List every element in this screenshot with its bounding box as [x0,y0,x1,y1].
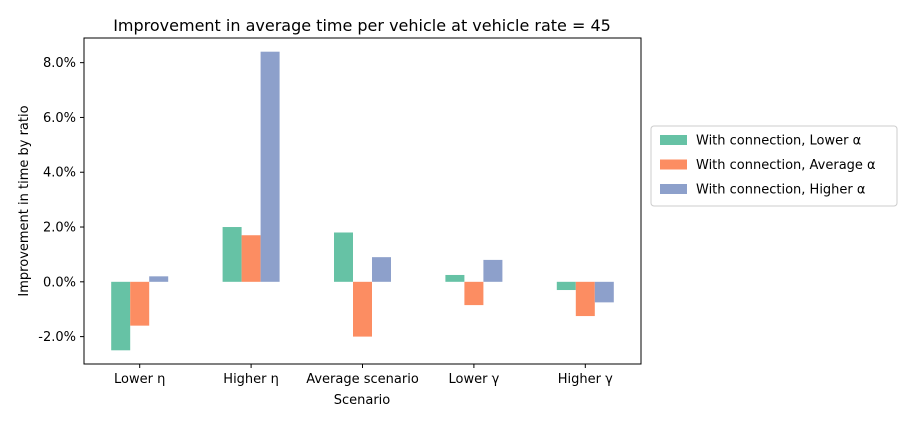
legend-label-3: With connection, Higher α [696,183,865,198]
y-tick-label: 4.0% [43,166,76,181]
legend-swatch-3 [660,184,687,194]
bar-series-1-category-2 [222,227,242,282]
y-axis-ticks: -2.0% 0.0% 2.0% 4.0% 6.0% 8.0% [38,56,84,345]
legend: With connection, Lower α With connection,… [650,125,898,207]
bar-series-2-category-1 [130,281,150,326]
bar-series-1-category-4 [445,274,465,282]
legend-frame [650,125,898,207]
y-axis-label: Improvement in time by ratio [17,105,32,296]
x-tick-label: Lower η [114,372,165,387]
chart-title: Improvement in average time per vehicle … [113,16,611,35]
x-tick-label: Lower γ [449,372,500,387]
legend-label-1: With connection, Lower α [696,134,861,149]
bar-series-3-category-1 [149,276,169,282]
y-tick-label: 8.0% [43,56,76,71]
y-tick-label: 2.0% [43,221,76,236]
legend-swatch-1 [660,135,687,145]
x-tick-label: Higher γ [558,372,613,387]
x-tick-label: Higher η [223,372,279,387]
legend-label-2: With connection, Average α [696,158,876,173]
x-tick-label: Average scenario [306,372,419,387]
bar-series-1-category-1 [111,281,131,351]
x-axis-label: Scenario [334,393,391,408]
bar-series-1-category-5 [556,281,576,291]
y-tick-label: 6.0% [43,111,76,126]
bar-series-1-category-3 [334,232,353,282]
y-tick-label: -2.0% [38,330,76,345]
bar-series-2-category-2 [241,235,261,282]
bar-series-2-category-3 [353,281,372,337]
bar-series-2-category-5 [575,281,595,317]
legend-swatch-2 [660,159,687,170]
y-tick-label: 0.0% [43,275,76,290]
bar-series-3-category-4 [483,259,503,282]
bar-series-3-category-2 [260,51,280,282]
bar-series-3-category-5 [594,281,614,303]
bars-group [111,51,614,351]
bar-series-2-category-4 [464,281,484,306]
bar-series-3-category-3 [372,257,391,282]
x-axis-ticks: Lower η Higher η Average scenario Lower γ Hi… [114,364,613,387]
